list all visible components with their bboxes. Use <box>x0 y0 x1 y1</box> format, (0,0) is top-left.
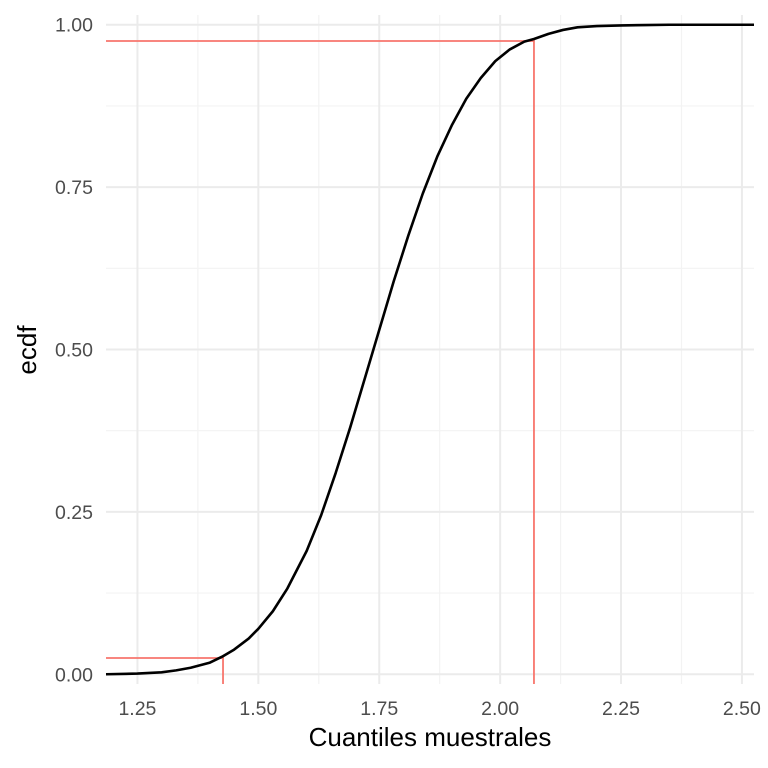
x-axis-title: Cuantiles muestrales <box>309 722 552 752</box>
y-tick-label: 0.50 <box>55 340 93 362</box>
x-tick-label: 1.50 <box>239 698 277 720</box>
quantile-reference-line <box>106 657 224 684</box>
x-tick-label: 2.50 <box>723 698 761 720</box>
y-axis-title: ecdf <box>12 325 42 375</box>
reference-lines <box>106 40 535 684</box>
y-axis-tick-labels: 0.00 0.25 0.50 0.75 1.00 <box>55 15 93 687</box>
y-tick-label: 0.00 <box>55 664 93 686</box>
x-axis-tick-labels: 1.25 1.50 1.75 2.00 2.25 2.50 <box>118 698 761 720</box>
x-tick-label: 1.75 <box>360 698 398 720</box>
x-tick-label: 2.25 <box>602 698 640 720</box>
x-tick-label: 1.25 <box>118 698 156 720</box>
y-tick-label: 1.00 <box>55 15 93 37</box>
y-tick-label: 0.25 <box>55 502 93 524</box>
quantile-reference-line <box>106 40 535 684</box>
y-tick-label: 0.75 <box>55 177 93 199</box>
x-tick-label: 2.00 <box>481 698 519 720</box>
ecdf-series-line <box>105 23 754 676</box>
